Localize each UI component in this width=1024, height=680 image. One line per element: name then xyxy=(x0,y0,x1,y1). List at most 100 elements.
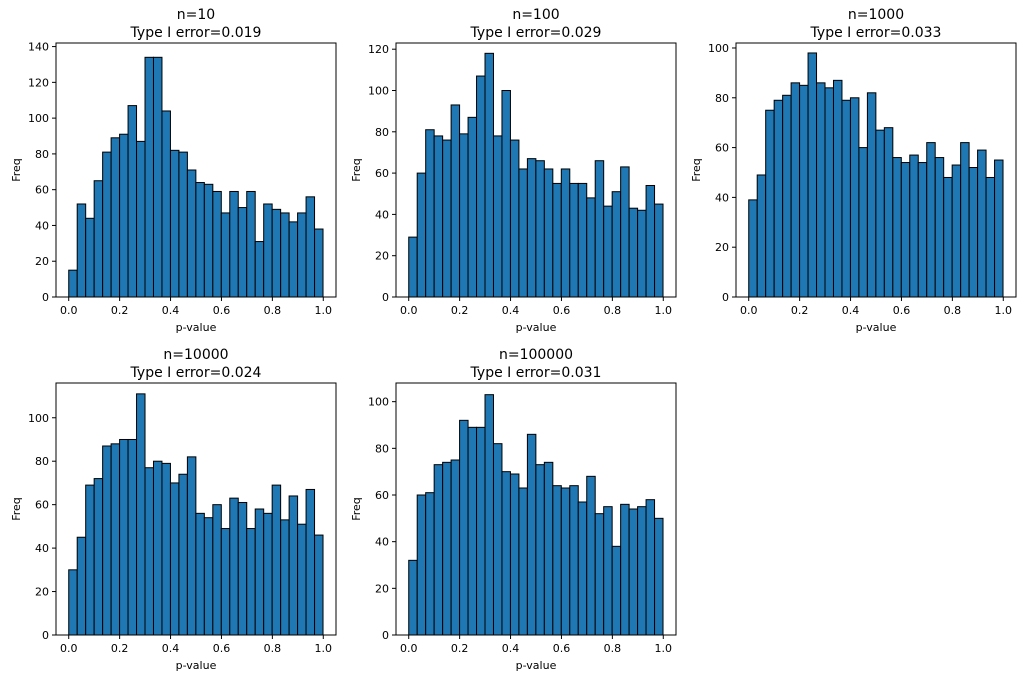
histogram-bar xyxy=(119,438,129,636)
histogram-bar xyxy=(476,426,486,636)
axes-frame xyxy=(735,42,1017,298)
histogram-bar xyxy=(875,129,885,298)
histogram-bar xyxy=(637,209,647,298)
histogram-bar xyxy=(807,52,818,298)
y-tick-label: 20 xyxy=(715,241,729,254)
y-tick-label: 40 xyxy=(35,542,49,555)
y-tick-label: 80 xyxy=(375,126,389,139)
histogram-bar xyxy=(501,471,511,636)
histogram-bar xyxy=(943,176,953,298)
histogram-bar xyxy=(484,52,494,298)
histogram-bar xyxy=(977,149,987,298)
y-tick-label: 120 xyxy=(28,76,49,89)
x-tick-label: 0.2 xyxy=(451,304,469,317)
x-axis-label: p-value xyxy=(176,321,217,334)
histogram-bar xyxy=(161,110,171,298)
histogram-bar xyxy=(518,168,528,298)
histogram-bar xyxy=(637,506,647,636)
histogram-bar xyxy=(603,205,613,298)
histogram-bar xyxy=(535,160,545,298)
histogram-bar xyxy=(459,419,469,636)
histogram-bar xyxy=(866,92,877,298)
histogram-bar xyxy=(552,182,562,298)
histogram-bar xyxy=(816,82,826,298)
histogram-bar xyxy=(799,84,809,298)
histogram-bar xyxy=(560,168,571,298)
histogram-bar xyxy=(900,162,911,298)
histogram-bar xyxy=(305,488,316,636)
histogram-bar xyxy=(408,559,418,636)
histogram-bar xyxy=(654,517,664,636)
y-tick-label: 80 xyxy=(35,455,49,468)
x-tick-label: 0.4 xyxy=(842,304,860,317)
histogram-bar xyxy=(934,157,945,298)
histogram-bar xyxy=(263,203,273,298)
panel-subtitle: Type I error=0.031 xyxy=(470,365,602,381)
histogram-bar xyxy=(824,87,834,298)
y-tick-label: 80 xyxy=(715,92,729,105)
panel-subtitle: Type I error=0.019 xyxy=(130,25,262,41)
histogram-bar xyxy=(203,517,214,636)
histogram-bar xyxy=(102,151,112,298)
histogram-bar xyxy=(425,492,435,636)
histogram-bar xyxy=(450,459,461,636)
panel-subtitle: Type I error=0.024 xyxy=(130,365,262,381)
histogram-bar xyxy=(442,461,452,636)
histogram-bar xyxy=(586,197,596,298)
y-axis-label: Freq xyxy=(350,158,363,182)
histogram-bar xyxy=(577,501,588,636)
y-tick-label: 0 xyxy=(382,629,389,642)
histogram-bar xyxy=(280,212,290,298)
histogram-bar xyxy=(297,523,307,636)
histogram-bar xyxy=(212,190,222,298)
y-tick-label: 120 xyxy=(368,43,389,56)
histogram-panel: 0.0 0.2 0.4 0.6 0.8 1.0 0 20 40 60 80 100 120 140 p-va… xyxy=(10,41,337,334)
histogram-bar xyxy=(569,485,579,636)
histogram-bar xyxy=(169,149,180,298)
histogram-bar xyxy=(968,167,979,298)
x-tick-label: 1.0 xyxy=(995,304,1013,317)
histogram-bar xyxy=(849,97,860,298)
x-tick-label: 0.0 xyxy=(400,304,418,317)
y-tick-label: 60 xyxy=(715,142,729,155)
x-tick-label: 1.0 xyxy=(655,304,673,317)
axes-frame xyxy=(395,382,677,636)
y-tick-label: 100 xyxy=(368,396,389,409)
panel-title: n=1000 xyxy=(847,7,905,23)
histogram-bar xyxy=(254,241,265,298)
histogram-bar xyxy=(425,129,435,298)
panel-title: n=100 xyxy=(512,7,560,23)
x-axis-label: p-value xyxy=(516,321,557,334)
histogram-bar xyxy=(773,99,784,298)
histogram-bar xyxy=(450,104,461,298)
histogram-bar xyxy=(926,142,936,298)
histogram-bar xyxy=(459,133,469,298)
histogram-bar xyxy=(314,534,324,636)
y-tick-label: 0 xyxy=(722,291,729,304)
histogram-bar xyxy=(654,203,664,298)
y-tick-label: 100 xyxy=(708,42,729,55)
histogram-bar xyxy=(645,184,656,298)
histogram-bar xyxy=(263,512,273,636)
x-tick-label: 0.4 xyxy=(162,642,180,655)
histogram-bar xyxy=(611,191,622,298)
histogram-bar xyxy=(467,116,478,298)
histogram-bar xyxy=(492,135,503,298)
histogram-bar xyxy=(85,484,95,636)
histogram-bar xyxy=(110,137,121,298)
histogram-bar xyxy=(76,203,87,298)
x-tick-label: 0.6 xyxy=(553,304,571,317)
histogram-bar xyxy=(782,94,792,298)
panel-subtitle: Type I error=0.029 xyxy=(470,25,602,41)
x-tick-label: 0.2 xyxy=(451,642,469,655)
histogram-bar xyxy=(611,545,622,636)
x-axis-label: p-value xyxy=(856,321,897,334)
x-tick-label: 0.4 xyxy=(162,304,180,317)
y-tick-label: 100 xyxy=(28,412,49,425)
y-tick-label: 40 xyxy=(375,536,389,549)
histogram-bar xyxy=(305,196,316,298)
histogram-bar xyxy=(178,473,188,636)
histogram-bar xyxy=(476,75,486,298)
histogram-bar xyxy=(408,236,418,298)
x-tick-label: 0.2 xyxy=(111,304,128,317)
